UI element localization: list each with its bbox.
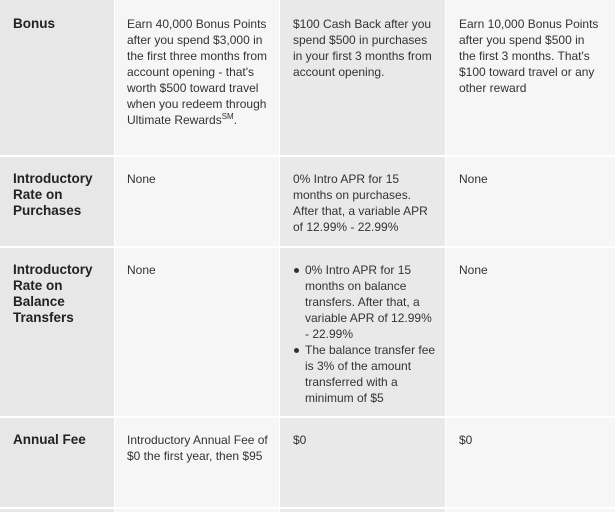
row-divider [0,507,615,509]
intro-balance-bullet-list: 0% Intro APR for 15 months on balance tr… [293,262,438,406]
row-label-intro-purchases: Introductory Rate on Purchases [13,171,93,218]
row-label-intro-balance: Introductory Rate on Balance Transfers [13,262,93,325]
card-3-column-background [446,0,615,512]
intro-purchases-card-1: None [127,172,156,186]
annual-fee-card-3: $0 [459,433,473,447]
annual-fee-card-2: $0 [293,433,307,447]
card-2-column-background [280,0,445,512]
row-divider [0,246,615,248]
column-divider [445,0,446,512]
column-divider [114,0,115,512]
row-divider [0,416,615,418]
intro-purchases-card-3: None [459,172,488,186]
bonus-card-3: Earn 10,000 Bonus Points after you spend… [459,17,599,95]
label-column-background [0,0,114,512]
column-divider [279,0,280,512]
service-mark: SM [221,112,234,121]
intro-balance-card-3: None [459,263,488,277]
card-1-column-background [115,0,279,512]
intro-balance-card-2: 0% Intro APR for 15 months on balance tr… [293,262,438,406]
list-item: The balance transfer fee is 3% of the am… [294,342,438,406]
row-label-bonus: Bonus [13,16,55,31]
annual-fee-card-1: Introductory Annual Fee of $0 the first … [127,433,268,463]
list-item: 0% Intro APR for 15 months on balance tr… [294,262,438,342]
intro-balance-card-1: None [127,263,156,277]
intro-purchases-card-2: 0% Intro APR for 15 months on purchases.… [293,172,428,234]
bonus-card-1-period: . [233,113,238,127]
row-divider [0,155,615,157]
row-label-annual-fee: Annual Fee [13,432,86,447]
bonus-card-1: Earn 40,000 Bonus Points after you spend… [127,16,269,128]
bonus-card-1-text: Earn 40,000 Bonus Points after you spend… [127,17,268,127]
bonus-card-2: $100 Cash Back after you spend $500 in p… [293,17,432,79]
